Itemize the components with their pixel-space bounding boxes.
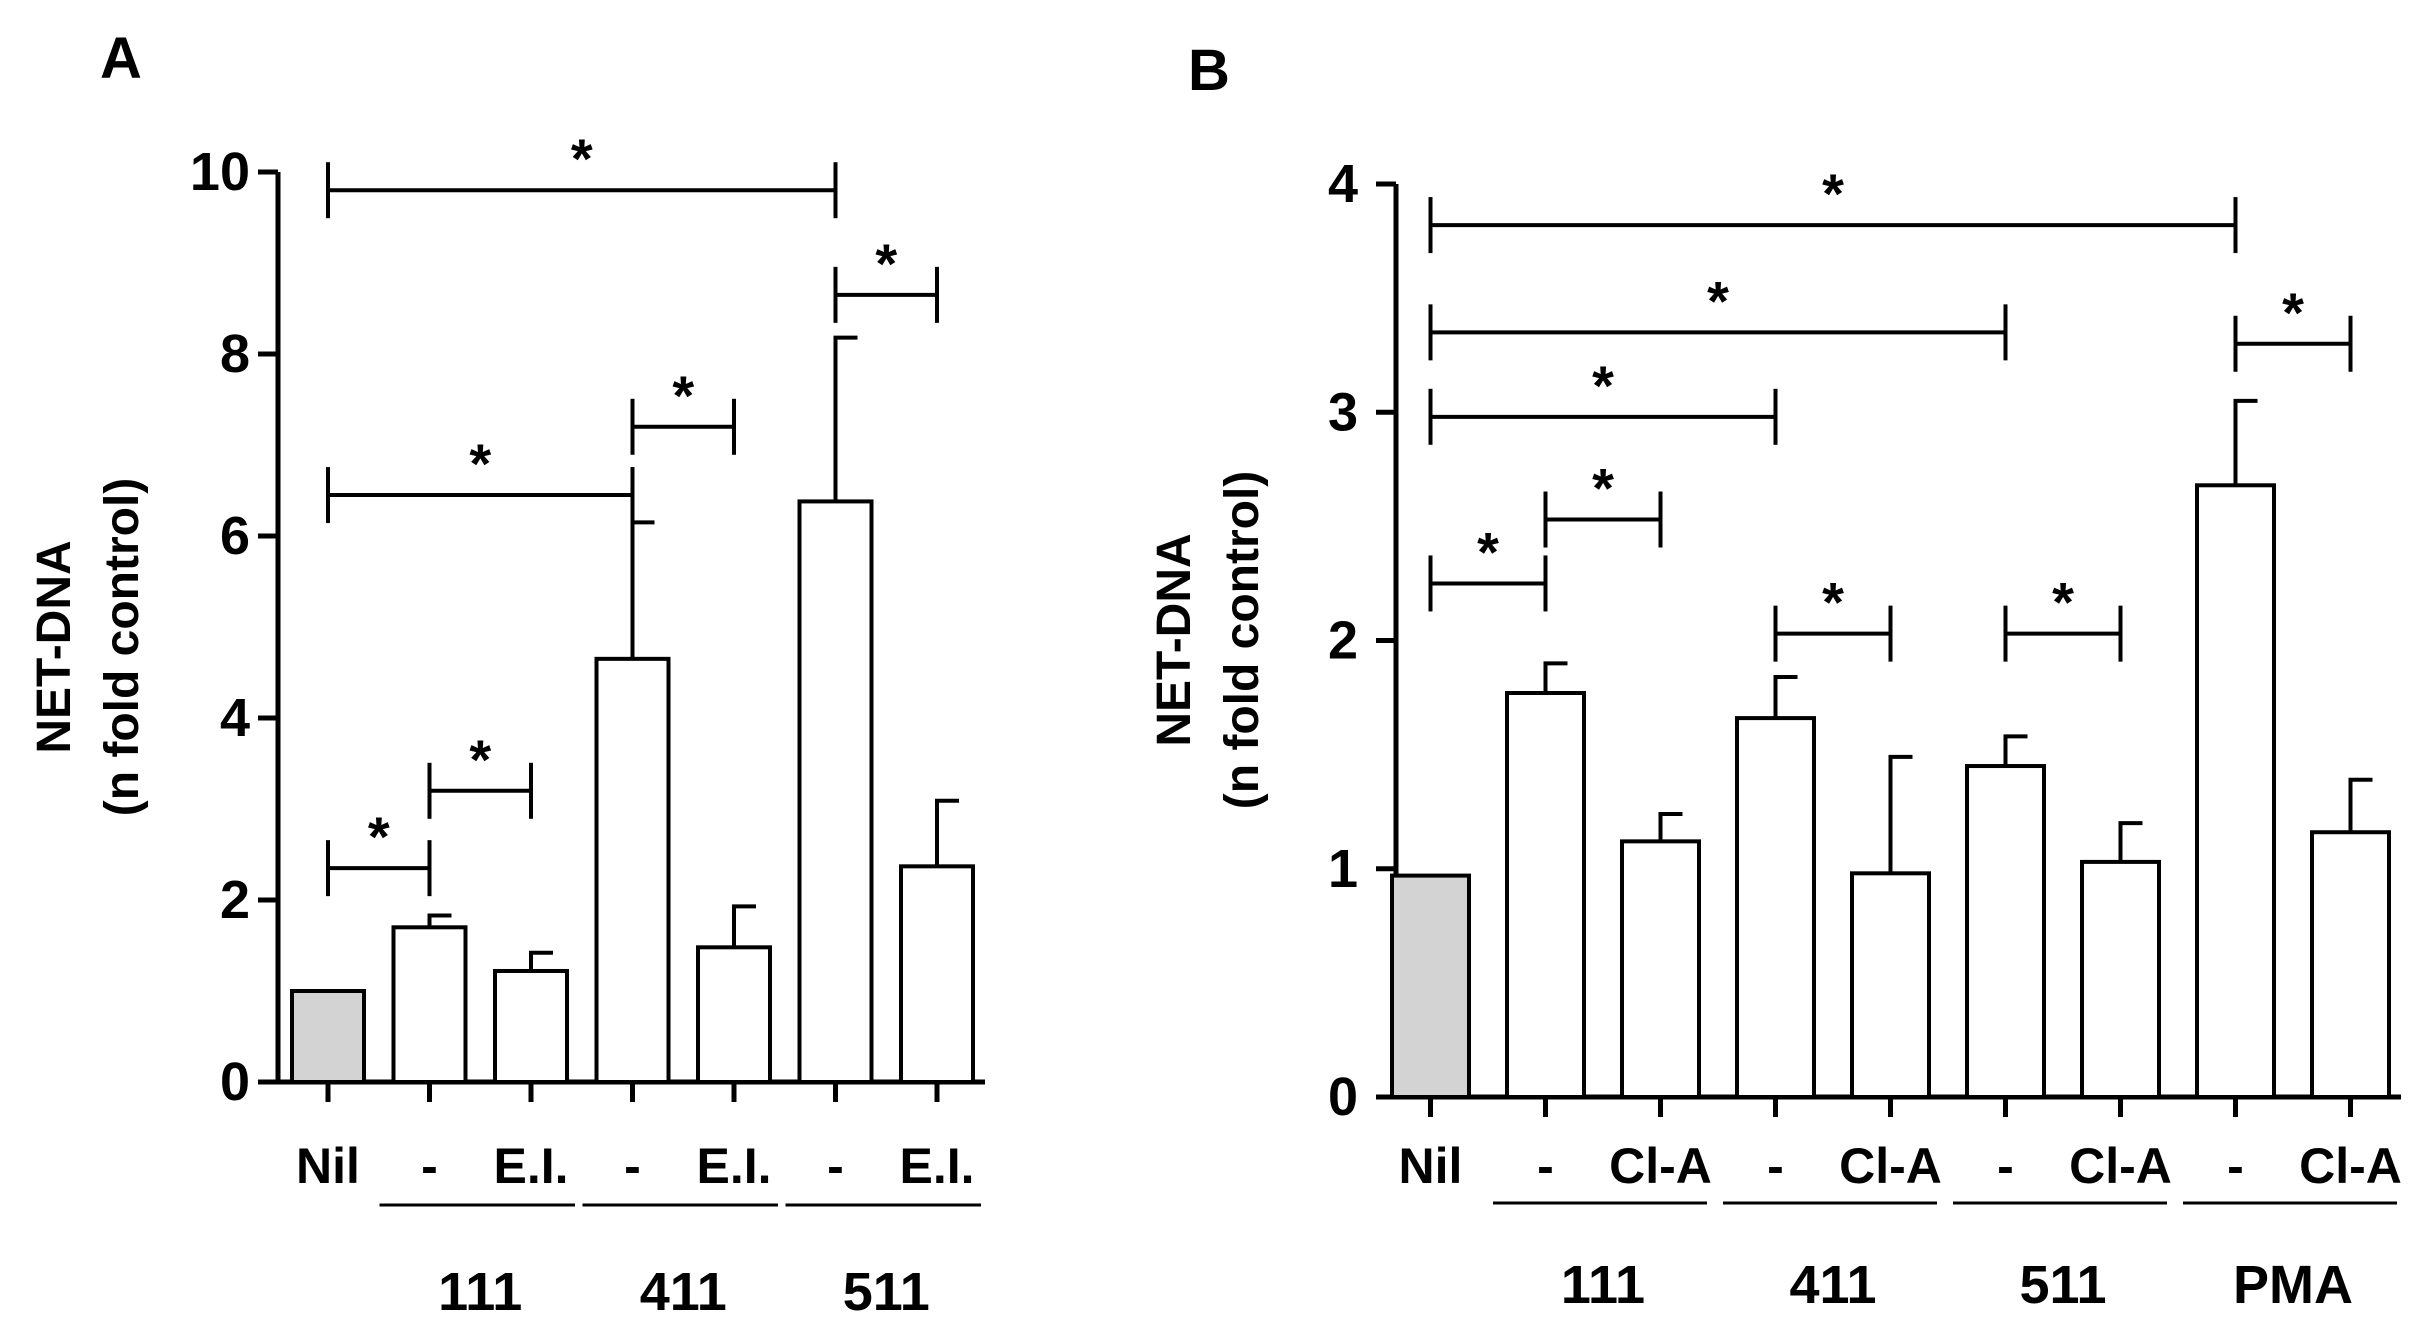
significance-star: *	[1592, 354, 1614, 417]
group-label: 411	[1789, 1255, 1876, 1315]
category-label: Cl-A	[2299, 1138, 2402, 1194]
group-label: 411	[640, 1262, 727, 1322]
bar	[391, 925, 468, 1084]
group-label: 111	[1561, 1255, 1645, 1315]
bar	[1965, 764, 2046, 1099]
category-label: -	[624, 1138, 641, 1194]
category-label: E.I.	[696, 1138, 771, 1194]
bar	[1735, 716, 1816, 1099]
bar	[1505, 690, 1586, 1099]
y-tick-label: 0	[1328, 1067, 1358, 1127]
group-label: PMA	[2233, 1255, 2353, 1315]
y-tick-label: 4	[1328, 154, 1358, 214]
bar	[493, 968, 569, 1084]
bar	[797, 499, 874, 1085]
y-axis-subtitle-a: (n fold control)	[96, 478, 149, 817]
bar	[899, 864, 975, 1085]
category-label: Cl-A	[2069, 1138, 2172, 1194]
significance-star: *	[469, 432, 491, 495]
category-label: -	[827, 1138, 844, 1194]
y-tick-label: 6	[220, 506, 250, 566]
bar	[290, 989, 366, 1084]
category-label: E.I.	[493, 1138, 568, 1194]
significance-star: *	[2052, 571, 2074, 634]
significance-star: *	[469, 728, 491, 791]
significance-star: *	[1592, 457, 1614, 520]
significance-star: *	[875, 232, 897, 295]
significance-star: *	[1707, 269, 1729, 332]
bar	[2310, 830, 2391, 1099]
y-axis-title-a: NET-DNA	[28, 540, 81, 753]
significance-star: *	[571, 127, 593, 190]
category-label: -	[1997, 1138, 2014, 1194]
y-tick-label: 4	[220, 688, 250, 748]
y-tick-label: 2	[220, 870, 250, 930]
y-tick-label: 0	[220, 1052, 250, 1112]
significance-star: *	[368, 805, 390, 868]
panel-letter-a: A	[100, 26, 142, 91]
category-label: -	[2227, 1138, 2244, 1194]
category-label: Cl-A	[1609, 1138, 1712, 1194]
y-axis-subtitle-b: (n fold control)	[1216, 471, 1269, 810]
bar	[594, 656, 671, 1084]
bar	[2195, 483, 2276, 1100]
category-label: Cl-A	[1839, 1138, 1942, 1194]
y-tick-label: 8	[220, 324, 250, 384]
category-label: Nil	[296, 1138, 360, 1194]
bar	[1390, 873, 1471, 1099]
category-label: E.I.	[899, 1138, 974, 1194]
significance-star: *	[672, 364, 694, 427]
y-tick-label: 3	[1328, 382, 1358, 442]
significance-star: *	[1822, 571, 1844, 634]
bar	[1850, 871, 1931, 1099]
significance-star: *	[1477, 520, 1499, 583]
bar	[1620, 839, 1701, 1099]
category-label: -	[421, 1138, 438, 1194]
panel-letter-b: B	[1188, 38, 1230, 103]
y-tick-label: 10	[190, 142, 250, 202]
y-axis-title-b: NET-DNA	[1148, 533, 1201, 746]
group-label: 111	[438, 1262, 522, 1322]
bar	[696, 945, 772, 1084]
category-label: -	[1767, 1138, 1784, 1194]
significance-star: *	[1822, 162, 1844, 225]
group-label: 511	[843, 1262, 930, 1322]
category-label: Nil	[1399, 1138, 1463, 1194]
category-label: -	[1537, 1138, 1554, 1194]
significance-star: *	[2282, 281, 2304, 344]
y-tick-label: 2	[1328, 611, 1358, 671]
bar	[2080, 859, 2161, 1100]
group-label: 511	[2019, 1255, 2106, 1315]
y-tick-label: 1	[1328, 839, 1358, 899]
